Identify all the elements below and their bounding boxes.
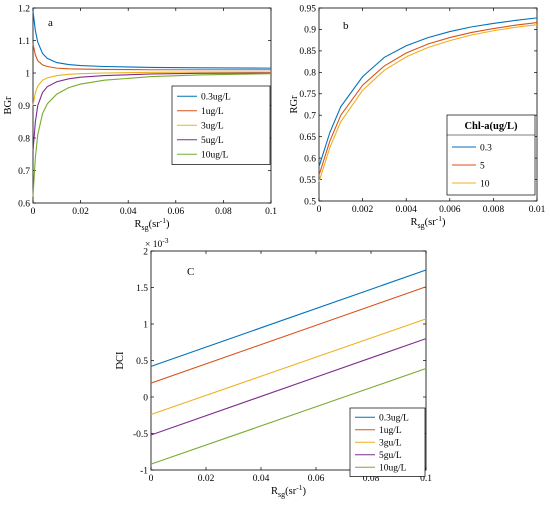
- x-tick-label: 0: [317, 205, 322, 215]
- x-tick-label: 0.08: [215, 207, 232, 217]
- legend-entry-1: 0.3ug/L: [379, 414, 409, 424]
- y-axis-label: RGr: [289, 95, 300, 114]
- x-axis-label: Rsg(sr-1): [271, 483, 306, 499]
- panel-label: b: [343, 20, 349, 32]
- y-tick-label: 1.2: [18, 4, 30, 14]
- y-tick-label: -1: [140, 466, 148, 476]
- chart-a: 0 0.02 0.04 0.06 0.08 0.1 0.6 0.7 0.8 0.9 1 1.1 1.2 a…: [3, 4, 277, 232]
- legend-entry-1: 0.3: [480, 143, 492, 153]
- y-tick-label: 0.8: [18, 134, 30, 144]
- x-tick-label: 0: [31, 207, 36, 217]
- y-multiplier: × 10-3: [145, 236, 169, 250]
- x-tick-label: 0.01: [529, 205, 546, 215]
- y-tick-label: 0.75: [299, 90, 316, 100]
- y-tick-label: 0.5: [136, 357, 148, 367]
- y-tick-label: 0.95: [299, 4, 316, 14]
- x-tick-label: 0: [149, 474, 154, 484]
- legend-box: [446, 114, 536, 196]
- series-line-4: [32, 72, 272, 152]
- y-tick-label: 0: [143, 393, 148, 403]
- x-tick-label: 0.08: [363, 474, 380, 484]
- x-tick-label: 0.008: [483, 205, 505, 215]
- series-line-3: [150, 318, 427, 416]
- series-line-1: [318, 17, 538, 167]
- series-line-5: [32, 73, 272, 197]
- x-tick-label: 0.04: [120, 207, 137, 217]
- y-tick-label: 0.9: [18, 102, 30, 112]
- y-tick-label: -0.5: [133, 430, 148, 440]
- x-tick-label: 0.002: [352, 205, 374, 215]
- series-line-2: [318, 22, 538, 176]
- legend: 0.3ug/L 1ug/L 3gu/L 5gu/L 10ug/L: [349, 407, 426, 477]
- x-tick-label: 0.1: [265, 207, 277, 217]
- series-line-4: [150, 338, 427, 436]
- y-tick-label: 2: [143, 247, 148, 257]
- legend-entry-2: 5: [480, 161, 485, 171]
- y-tick-label: 0.7: [304, 112, 316, 122]
- series-line-3: [318, 24, 538, 182]
- y-tick-label: 0.6: [18, 199, 30, 209]
- legend: Chl-a(ug/L) 0.3 5 10: [446, 114, 536, 196]
- series-line-2: [32, 43, 271, 71]
- x-tick-label: 0.02: [72, 207, 89, 217]
- x-tick-label: 0.04: [253, 474, 270, 484]
- panel-label: a: [48, 17, 53, 29]
- x-axis-label: Rsg(sr-1): [135, 216, 170, 232]
- y-tick-label: 1.5: [136, 284, 148, 294]
- legend-entry-3: 10: [480, 179, 490, 189]
- legend-entry-2: 1ug/L: [379, 426, 402, 436]
- chart-b: 0 0.002 0.004 0.006 0.008 0.01 0.5 0.55 0.6 0.65 0…: [289, 4, 546, 230]
- legend: 0.3ug/L 1ug/L 3ug/L 5ug/L 10ug/L: [171, 85, 271, 165]
- y-tick-label: 1: [143, 320, 148, 330]
- y-axis-label: BGr: [3, 96, 14, 115]
- x-tick-label: 0.1: [420, 474, 432, 484]
- y-axis-label: DCI: [115, 351, 126, 370]
- series-line-5: [150, 368, 427, 465]
- y-tick-label: 1.1: [18, 37, 30, 47]
- plot-frame: [318, 7, 538, 202]
- series-line-2: [150, 286, 427, 384]
- y-tick-label: 0.8: [304, 69, 316, 79]
- y-tick-label: 0.65: [299, 133, 316, 143]
- legend-entry-2: 1ug/L: [201, 107, 224, 117]
- y-tick-label: 0.5: [304, 197, 316, 207]
- y-tick-label: 0.9: [304, 26, 316, 36]
- legend-title: Chl-a(ug/L): [464, 121, 518, 132]
- series-line-1: [32, 11, 272, 69]
- legend-entry-3: 3gu/L: [379, 439, 402, 449]
- y-tick-label: 0.55: [299, 176, 316, 186]
- y-tick-label: 1: [25, 69, 30, 79]
- x-tick-label: 0.06: [308, 474, 325, 484]
- legend-entry-1: 0.3ug/L: [201, 93, 231, 103]
- chart-c: 0 0.02 0.04 0.06 0.08 0.1 -1 -0.5 0 0.5 1 1.5 2× 10-…: [115, 236, 432, 499]
- y-tick-label: 0.7: [18, 167, 30, 177]
- y-tick-label: 0.6: [304, 154, 316, 164]
- series-line-3: [32, 71, 271, 106]
- x-tick-label: 0.06: [167, 207, 184, 217]
- y-tick-label: 0.85: [299, 47, 316, 57]
- legend-entry-3: 3ug/L: [201, 122, 224, 132]
- x-tick-label: 0.004: [396, 205, 418, 215]
- legend-entry-5: 10ug/L: [201, 151, 229, 161]
- x-tick-label: 0.006: [439, 205, 461, 215]
- legend-entry-4: 5ug/L: [201, 136, 224, 146]
- series-line-1: [150, 269, 427, 367]
- x-tick-label: 0.02: [198, 474, 215, 484]
- legend-entry-4: 5gu/L: [379, 451, 402, 461]
- panel-label: C: [187, 266, 194, 278]
- legend-entry-5: 10ug/L: [379, 464, 407, 474]
- x-axis-label: Rsg(sr-1): [411, 214, 446, 230]
